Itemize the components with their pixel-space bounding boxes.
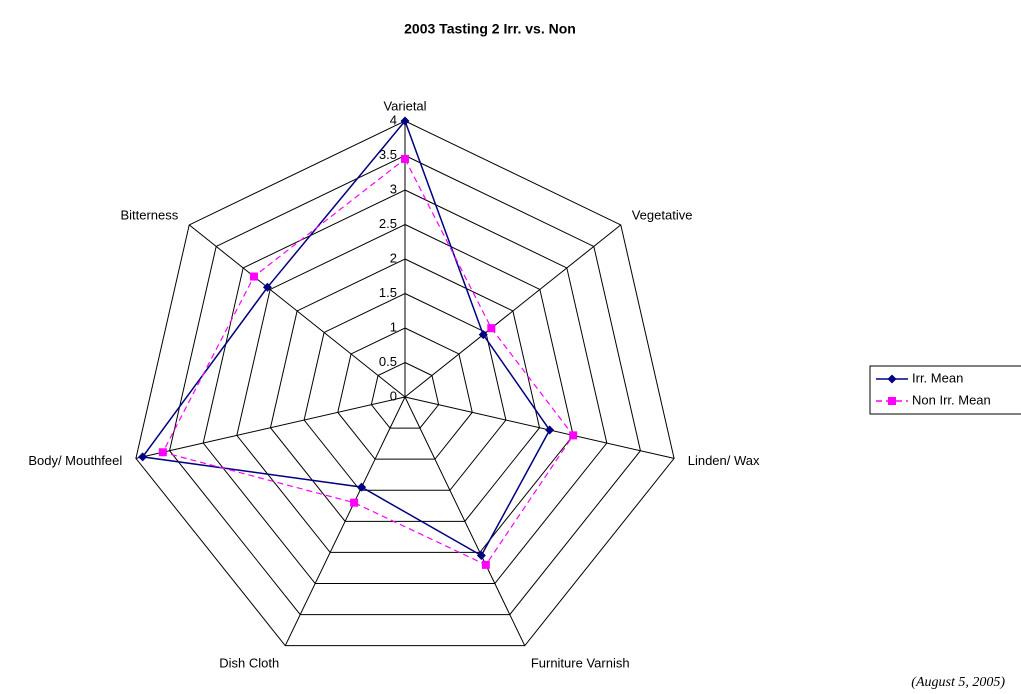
tick-label: 2 <box>390 250 397 265</box>
legend-label: Non Irr. Mean <box>912 392 991 407</box>
legend-marker <box>888 397 896 405</box>
marker <box>357 482 367 492</box>
grid-ring <box>236 223 574 553</box>
tick-label: 3 <box>390 181 397 196</box>
grid-ring <box>269 258 541 522</box>
tick-label: 3.5 <box>379 147 397 162</box>
grid-ring <box>202 189 608 585</box>
grid-ring <box>337 327 473 460</box>
marker <box>262 282 272 292</box>
category-label: Vegetative <box>632 208 693 223</box>
tick-label: 4 <box>390 112 397 127</box>
series-line <box>161 158 574 566</box>
tick-label: 0 <box>390 388 397 403</box>
spoke <box>404 396 526 646</box>
legend-box <box>869 365 1021 415</box>
marker <box>158 448 167 457</box>
tick-label: 0.5 <box>379 354 397 369</box>
grid-ring <box>370 361 440 429</box>
tick-label: 2.5 <box>379 216 397 231</box>
category-label: Body/ Mouthfeel <box>28 453 122 468</box>
category-label: Furniture Varnish <box>531 656 630 671</box>
spoke <box>284 396 406 646</box>
marker <box>350 498 359 507</box>
category-label: Linden/ Wax <box>688 453 760 468</box>
marker <box>545 425 555 435</box>
spoke <box>404 224 622 398</box>
grid-ring <box>135 120 675 647</box>
category-label: Bitterness <box>120 208 178 223</box>
marker <box>476 551 486 561</box>
marker <box>487 324 496 333</box>
marker <box>138 452 148 462</box>
series-line <box>141 119 551 557</box>
category-label: Varietal <box>383 98 426 113</box>
tick-label: 1 <box>390 319 397 334</box>
legend-marker <box>887 374 897 384</box>
spoke <box>188 224 406 398</box>
grid-ring <box>303 292 507 491</box>
marker <box>400 116 410 126</box>
marker <box>249 272 258 281</box>
grid-ring <box>169 154 641 616</box>
spoke <box>135 396 406 459</box>
marker <box>481 560 490 569</box>
tick-label: 1.5 <box>379 285 397 300</box>
marker <box>569 431 578 440</box>
marker <box>401 154 409 163</box>
spoke <box>404 396 675 459</box>
annotation: (August 5, 2005) <box>911 675 1005 690</box>
category-label: Dish Cloth <box>219 656 279 671</box>
legend-label: Irr. Mean <box>912 370 963 385</box>
chart-title: 2003 Tasting 2 Irr. vs. Non <box>404 21 576 37</box>
marker <box>478 330 488 340</box>
